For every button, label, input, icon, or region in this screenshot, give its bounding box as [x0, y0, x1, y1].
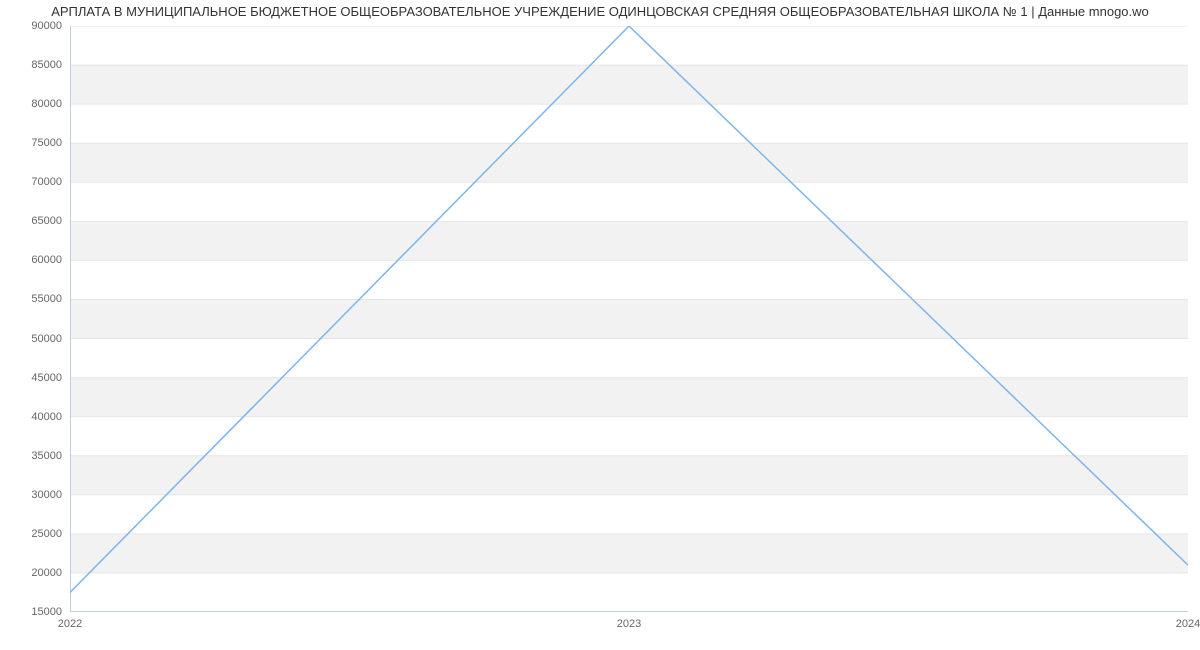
y-tick-label: 30000 [31, 489, 70, 501]
x-tick-label: 2022 [58, 612, 82, 630]
chart-container: АРПЛАТА В МУНИЦИПАЛЬНОЕ БЮДЖЕТНОЕ ОБЩЕОБ… [0, 0, 1200, 650]
chart-svg [70, 26, 1188, 612]
y-tick-label: 50000 [31, 333, 70, 345]
grid-band [70, 65, 1188, 104]
y-tick-label: 45000 [31, 372, 70, 384]
grid-band [70, 456, 1188, 495]
x-tick-label: 2024 [1176, 612, 1200, 630]
y-tick-label: 65000 [31, 215, 70, 227]
y-tick-label: 35000 [31, 450, 70, 462]
grid-band [70, 378, 1188, 417]
y-tick-label: 85000 [31, 59, 70, 71]
y-tick-label: 55000 [31, 293, 70, 305]
y-tick-label: 80000 [31, 98, 70, 110]
x-tick-label: 2023 [617, 612, 641, 630]
grid-band [70, 143, 1188, 182]
y-tick-label: 20000 [31, 567, 70, 579]
grid-band [70, 221, 1188, 260]
y-tick-label: 75000 [31, 137, 70, 149]
grid-band [70, 299, 1188, 338]
chart-title: АРПЛАТА В МУНИЦИПАЛЬНОЕ БЮДЖЕТНОЕ ОБЩЕОБ… [0, 4, 1200, 19]
grid-band [70, 534, 1188, 573]
y-tick-label: 70000 [31, 176, 70, 188]
y-tick-label: 40000 [31, 411, 70, 423]
plot-area: 1500020000250003000035000400004500050000… [70, 26, 1188, 612]
y-tick-label: 25000 [31, 528, 70, 540]
y-tick-label: 60000 [31, 254, 70, 266]
y-tick-label: 90000 [31, 20, 70, 32]
